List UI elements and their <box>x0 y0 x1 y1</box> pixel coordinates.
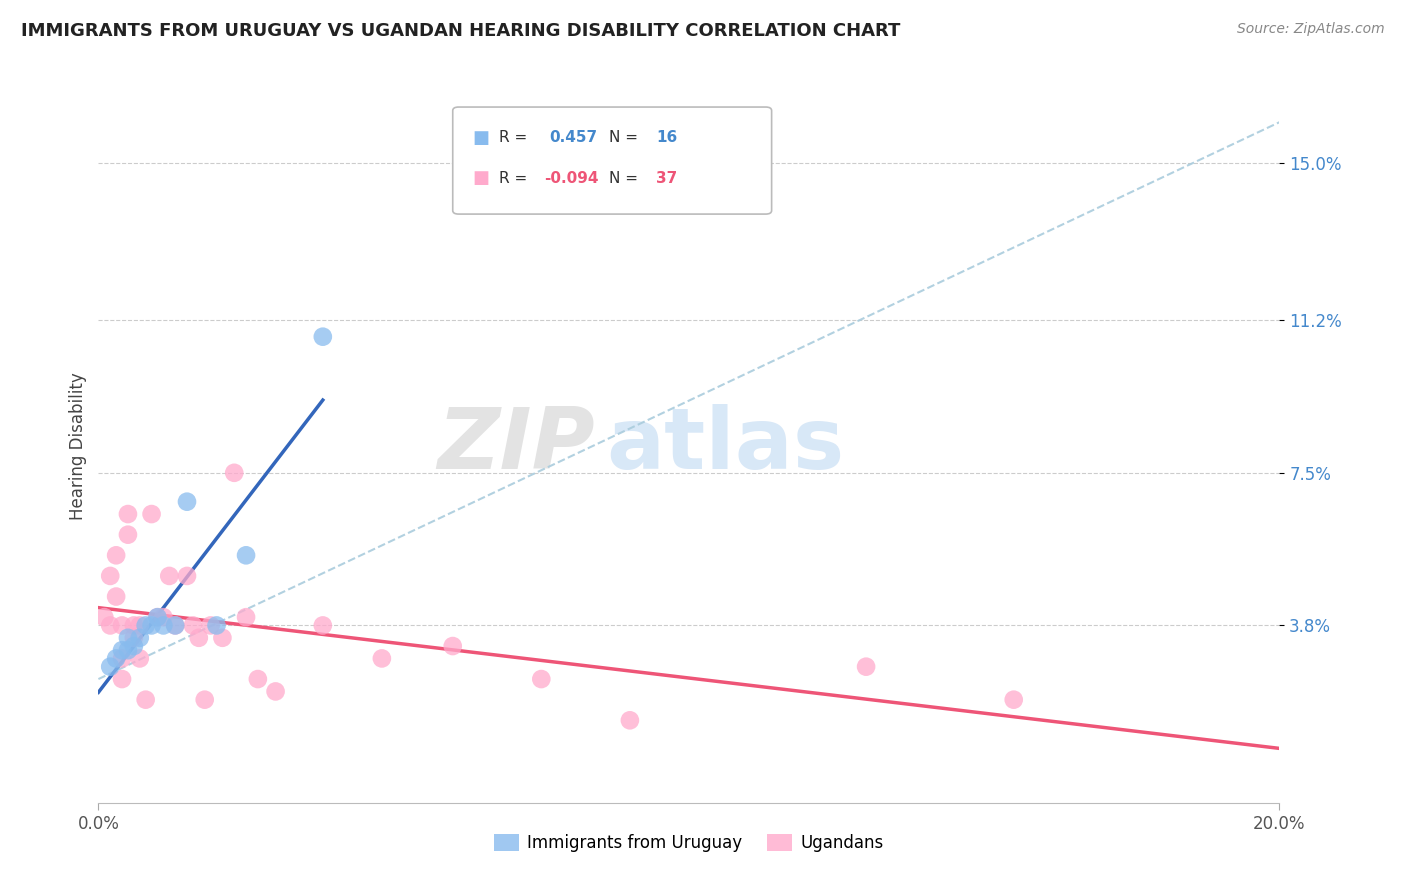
Text: ■: ■ <box>472 169 489 187</box>
Text: atlas: atlas <box>606 404 845 488</box>
Point <box>371 651 394 665</box>
Point <box>165 618 187 632</box>
Point <box>211 631 233 645</box>
Point <box>146 610 169 624</box>
Point <box>187 631 209 645</box>
Point <box>117 643 139 657</box>
Point <box>117 631 139 645</box>
Point <box>181 618 204 632</box>
Point <box>122 618 145 632</box>
Point <box>135 618 157 632</box>
Point <box>200 618 222 632</box>
Point <box>117 527 139 541</box>
Point <box>105 651 128 665</box>
Point <box>205 618 228 632</box>
Text: N =: N = <box>609 171 638 186</box>
Point <box>530 672 553 686</box>
Point <box>246 672 269 686</box>
Point <box>152 618 174 632</box>
Point <box>98 569 121 583</box>
Point <box>105 549 128 563</box>
Point <box>264 684 287 698</box>
Point <box>93 610 115 624</box>
Point <box>111 618 134 632</box>
Point <box>157 569 180 583</box>
Point <box>141 507 163 521</box>
Point <box>141 618 163 632</box>
Text: ■: ■ <box>472 128 489 146</box>
Point <box>98 618 121 632</box>
Point <box>235 549 257 563</box>
Point <box>128 631 150 645</box>
Point <box>855 659 877 673</box>
Point <box>176 569 198 583</box>
Point <box>194 692 217 706</box>
Point <box>146 610 169 624</box>
Point <box>235 610 257 624</box>
Point <box>111 672 134 686</box>
Text: 0.457: 0.457 <box>550 130 598 145</box>
Text: R =: R = <box>499 171 527 186</box>
Point <box>619 714 641 728</box>
Point <box>128 618 150 632</box>
Point <box>1002 692 1025 706</box>
Text: Source: ZipAtlas.com: Source: ZipAtlas.com <box>1237 22 1385 37</box>
Legend: Immigrants from Uruguay, Ugandans: Immigrants from Uruguay, Ugandans <box>488 827 890 859</box>
Point <box>165 618 187 632</box>
Text: R =: R = <box>499 130 527 145</box>
Text: ZIP: ZIP <box>437 404 595 488</box>
Point <box>312 329 335 343</box>
Point <box>128 651 150 665</box>
Y-axis label: Hearing Disability: Hearing Disability <box>69 372 87 520</box>
Point <box>105 590 128 604</box>
FancyBboxPatch shape <box>453 107 772 214</box>
Text: N =: N = <box>609 130 638 145</box>
Point <box>111 643 134 657</box>
Point <box>111 651 134 665</box>
Point <box>98 659 121 673</box>
Text: 16: 16 <box>655 130 678 145</box>
Point <box>176 494 198 508</box>
Point <box>441 639 464 653</box>
Text: -0.094: -0.094 <box>544 171 598 186</box>
Point <box>122 631 145 645</box>
Text: IMMIGRANTS FROM URUGUAY VS UGANDAN HEARING DISABILITY CORRELATION CHART: IMMIGRANTS FROM URUGUAY VS UGANDAN HEARI… <box>21 22 900 40</box>
Point <box>224 466 246 480</box>
Point <box>152 610 174 624</box>
Point <box>312 618 335 632</box>
Text: 37: 37 <box>655 171 678 186</box>
Point <box>117 507 139 521</box>
Point <box>135 692 157 706</box>
Point <box>122 639 145 653</box>
